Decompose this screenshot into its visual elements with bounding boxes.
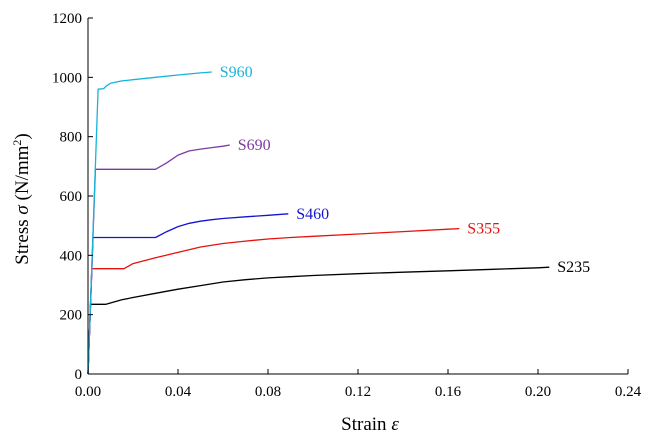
x-tick-label: 0.12	[345, 384, 371, 400]
series-label-s235: S235	[557, 259, 590, 276]
x-tick-label: 0.08	[255, 384, 281, 400]
y-tick-label: 1200	[52, 11, 82, 27]
y-axis-unit-sup: 2	[10, 140, 24, 146]
tick-labels: 0.00 0.04 0.08 0.12 0.16 0.20 0.24 0 200 400 600 80…	[52, 11, 642, 400]
y-axis-unit-suffix: )	[12, 133, 33, 139]
series-label-s690: S690	[238, 137, 271, 154]
y-axis-symbol: σ	[12, 205, 33, 215]
y-axis-title-text: Stress	[12, 219, 33, 264]
x-tick-label: 0.00	[75, 384, 101, 400]
x-axis-symbol: ε	[391, 414, 399, 435]
series-line-s960	[87, 71, 212, 375]
y-axis-title: Stress σ (N/mm2)	[10, 133, 33, 265]
y-tick-label: 1000	[52, 70, 82, 86]
series-line-s235	[87, 266, 550, 375]
y-tick-label: 800	[60, 130, 83, 146]
axes	[87, 17, 629, 375]
y-tick-label: 0	[75, 367, 83, 383]
x-axis-title-text: Strain	[341, 414, 387, 435]
series-labels: S235 S355 S460 S690 S960	[220, 64, 590, 276]
x-axis-title: Strain ε	[341, 414, 399, 435]
series-line-s355	[87, 227, 460, 375]
y-axis-unit-prefix: (N/mm	[12, 145, 33, 200]
y-tick-label: 400	[60, 248, 83, 264]
series-label-s960: S960	[220, 64, 253, 81]
x-tick-label: 0.16	[435, 384, 462, 400]
x-tick-label: 0.24	[615, 384, 642, 400]
curves	[87, 71, 550, 375]
y-tick-label: 600	[60, 189, 83, 205]
series-label-s355: S355	[467, 221, 500, 238]
series-line-s460	[87, 213, 289, 375]
x-tick-label: 0.04	[165, 384, 192, 400]
x-tick-label: 0.20	[525, 384, 551, 400]
series-line-s690	[87, 144, 230, 375]
series-label-s460: S460	[296, 206, 329, 223]
y-tick-label: 200	[60, 308, 83, 324]
